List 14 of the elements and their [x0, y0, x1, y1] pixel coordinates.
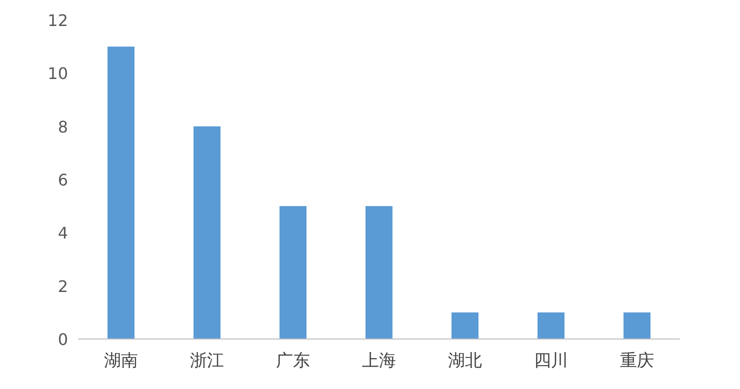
y-tick-label: 2 [58, 276, 68, 296]
x-tick-label: 四川 [534, 351, 568, 371]
y-tick-label: 6 [58, 170, 68, 190]
x-tick-label: 浙江 [190, 351, 224, 371]
x-tick-label: 广东 [276, 351, 310, 371]
y-tick-label: 8 [58, 117, 68, 136]
x-tick-label: 重庆 [620, 351, 654, 371]
y-tick-label: 4 [58, 224, 68, 243]
x-tick-label: 湖北 [448, 351, 482, 371]
y-tick-label: 0 [58, 330, 68, 349]
y-tick-label: 12 [48, 11, 68, 30]
x-tick-label: 上海 [362, 351, 396, 371]
x-tick-label: 湖南 [104, 351, 138, 371]
y-tick-label: 10 [48, 64, 68, 84]
